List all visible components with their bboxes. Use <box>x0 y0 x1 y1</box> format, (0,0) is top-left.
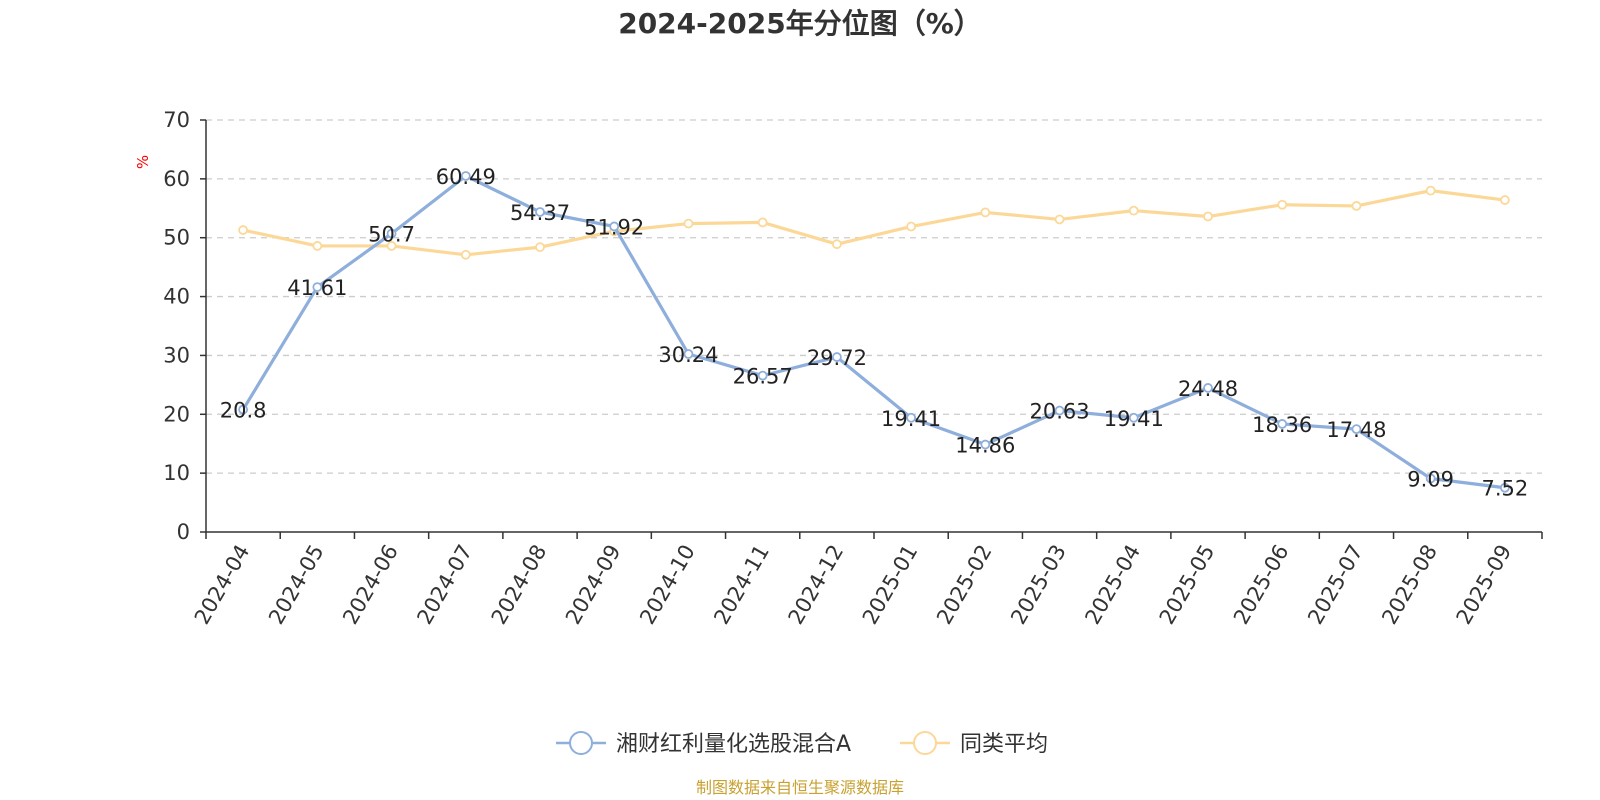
legend-item-0[interactable]: 湘财红利量化选股混合A <box>556 731 851 757</box>
x-tick-label-2024-08: 2024-08 <box>487 541 552 629</box>
data-label-2024-08: 54.37 <box>510 201 570 225</box>
chart-title: 2024-2025年分位图（%） <box>618 7 982 40</box>
point-s1-2025-05 <box>1203 211 1213 222</box>
point-s1-2025-06 <box>1277 199 1288 210</box>
x-tick-label-2025-05: 2025-05 <box>1155 541 1220 629</box>
legend[interactable]: 湘财红利量化选股混合A 同类平均 <box>556 731 1048 757</box>
data-label-2025-04: 19.41 <box>1104 407 1164 431</box>
point-s0-2025-04 <box>1128 412 1139 423</box>
y-tick-label-20: 20 <box>163 402 190 426</box>
x-tick-label-2025-06: 2025-06 <box>1229 541 1294 629</box>
data-label-2025-05: 24.48 <box>1178 377 1238 401</box>
point-s1-2025-02 <box>980 207 991 218</box>
point-s0-2024-04 <box>238 404 249 415</box>
y-axis-label: % <box>134 155 152 169</box>
y-tick-label-70: 70 <box>163 108 190 132</box>
x-tick-label-2024-11: 2024-11 <box>709 541 774 629</box>
data-label-2025-06: 18.36 <box>1252 413 1312 437</box>
point-s0-2024-07 <box>460 171 471 181</box>
x-tick-label-2025-02: 2025-02 <box>932 541 997 629</box>
point-s1-2024-12 <box>831 239 842 250</box>
point-s1-2025-03 <box>1054 214 1065 225</box>
point-s0-2024-11 <box>757 370 768 381</box>
point-s1-2024-08 <box>535 242 545 253</box>
legend-label-0: 湘财红利量化选股混合A <box>616 732 851 757</box>
data-label-2025-08: 9.09 <box>1407 467 1454 491</box>
point-s0-2024-10 <box>683 349 694 359</box>
point-s1-2025-04 <box>1128 205 1139 216</box>
x-tick-label-2025-07: 2025-07 <box>1303 541 1368 629</box>
legend-marker-1 <box>913 731 937 755</box>
x-tick-label-2024-12: 2024-12 <box>784 541 849 629</box>
point-s0-2024-08 <box>535 207 545 217</box>
x-tick-label-2024-06: 2024-06 <box>338 541 403 629</box>
data-label-2025-03: 20.63 <box>1029 400 1089 424</box>
y-tick-label-0: 0 <box>177 520 190 544</box>
legend-marker-0 <box>569 731 593 755</box>
data-label-2025-02: 14.86 <box>955 434 1015 458</box>
series-line-1 <box>242 189 1506 257</box>
point-s0-2024-06 <box>386 228 397 239</box>
data-label-2024-06: 50.7 <box>368 223 415 247</box>
series-line-0 <box>241 174 1506 490</box>
point-s1-2024-04 <box>238 225 249 235</box>
point-s1-2025-08 <box>1425 185 1436 196</box>
data-label-2024-12: 29.72 <box>807 346 867 370</box>
x-tick-label-2024-07: 2024-07 <box>412 541 477 629</box>
x-tick-label-2025-04: 2025-04 <box>1080 541 1145 629</box>
point-s1-2024-07 <box>460 249 471 260</box>
point-s1-2024-06 <box>386 241 397 251</box>
point-s1-2025-07 <box>1351 201 1362 211</box>
point-s1-2024-05 <box>312 241 323 251</box>
y-tick-label-10: 10 <box>163 461 190 485</box>
legend-item-1[interactable]: 同类平均 <box>900 731 1048 757</box>
y-tick-label-30: 30 <box>163 343 190 367</box>
y-tick-label-40: 40 <box>163 285 190 309</box>
x-tick-label-2025-09: 2025-09 <box>1452 541 1517 629</box>
x-tick-label-2024-10: 2024-10 <box>635 541 700 629</box>
x-tick-label-2025-03: 2025-03 <box>1006 541 1071 629</box>
point-s0-2025-01 <box>906 412 917 423</box>
y-tick-label-60: 60 <box>163 167 190 191</box>
x-tick-label-2024-05: 2024-05 <box>264 541 329 629</box>
x-tick-label-2024-09: 2024-09 <box>561 541 626 629</box>
point-s0-2025-06 <box>1277 419 1288 429</box>
gridlines <box>206 119 1542 474</box>
point-s0-2025-08 <box>1425 473 1436 484</box>
y-tick-label-50: 50 <box>163 226 190 250</box>
data-label-2024-09: 51.92 <box>584 215 644 239</box>
point-s1-2025-01 <box>906 221 917 232</box>
point-s1-2024-10 <box>683 218 694 229</box>
point-s0-2024-05 <box>312 282 323 292</box>
data-label-2024-07: 60.49 <box>436 165 496 189</box>
x-tick-label-2024-04: 2024-04 <box>190 541 255 629</box>
data-label-2024-10: 30.24 <box>658 343 718 367</box>
point-s0-2025-07 <box>1351 424 1362 435</box>
data-label-2024-05: 41.61 <box>287 276 347 300</box>
point-s0-2025-02 <box>980 439 991 450</box>
data-source-note: 制图数据来自恒生聚源数据库 <box>696 778 904 797</box>
point-s1-2024-11 <box>757 217 768 228</box>
data-label-2024-04: 20.8 <box>220 399 267 423</box>
legend-label-1: 同类平均 <box>960 732 1048 757</box>
point-s0-2025-09 <box>1499 482 1510 493</box>
point-s0-2024-09 <box>609 221 620 232</box>
x-tick-label-2025-08: 2025-08 <box>1377 541 1442 629</box>
x-tick-label-2025-01: 2025-01 <box>858 541 923 629</box>
data-label-2024-11: 26.57 <box>733 365 793 389</box>
data-labels: 20.8 41.61 50.7 60.49 54.37 51.92 30.24 26.57 29… <box>220 165 1529 501</box>
data-label-2025-07: 17.48 <box>1326 418 1386 442</box>
series-layer <box>238 171 1510 493</box>
data-label-2025-09: 7.52 <box>1482 477 1529 501</box>
point-s0-2024-12 <box>831 352 842 362</box>
point-s0-2025-03 <box>1054 405 1065 416</box>
data-label-2025-01: 19.41 <box>881 407 941 431</box>
point-s1-2025-09 <box>1499 195 1510 205</box>
point-s0-2025-05 <box>1203 383 1213 393</box>
